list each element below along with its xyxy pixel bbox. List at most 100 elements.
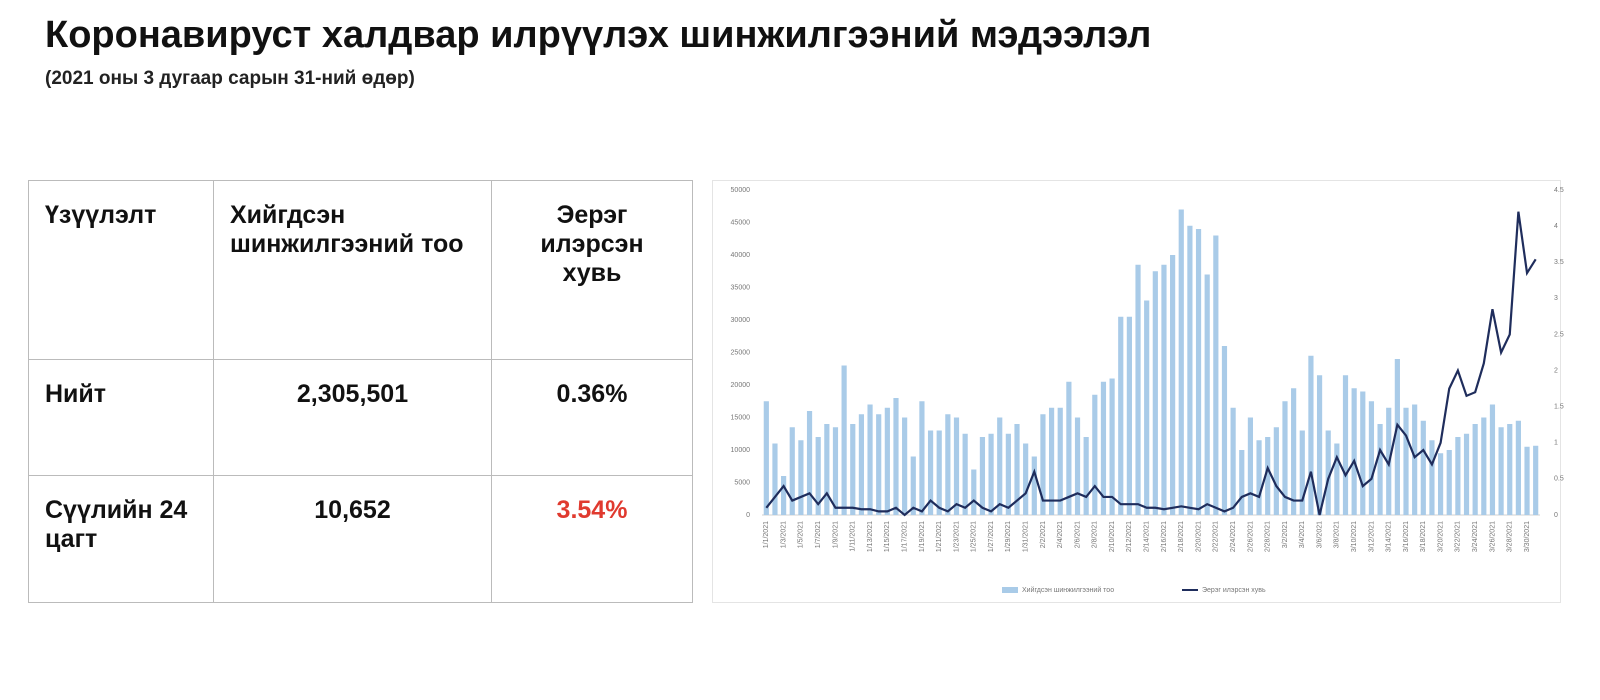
bar: [832, 427, 839, 515]
row-label: Сүүлийн 24 цагт: [28, 475, 214, 603]
x-tick-label: 3/12/2021: [1368, 521, 1375, 552]
bar: [936, 430, 942, 515]
x-tick-label: 1/11/2021: [850, 521, 857, 552]
legend-swatch: [1002, 587, 1018, 593]
x-tick-label: 1/23/2021: [953, 521, 960, 552]
bar: [841, 365, 847, 515]
bar: [1100, 381, 1107, 515]
x-tick-label: 1/1/2021: [763, 521, 770, 548]
bar: [1092, 394, 1098, 515]
bar: [1498, 427, 1504, 515]
y2-tick-label: 0: [1554, 512, 1558, 519]
x-tick-label: 1/15/2021: [884, 521, 891, 552]
bar: [988, 433, 994, 515]
bar: [1074, 417, 1081, 515]
y2-tick-label: 1: [1554, 440, 1558, 447]
bar: [1368, 401, 1375, 515]
bar: [1178, 209, 1184, 515]
y2-tick-label: 3: [1554, 295, 1558, 302]
y2-tick-label: 4: [1554, 223, 1558, 230]
bar: [953, 417, 960, 515]
bar: [1429, 440, 1435, 515]
bar: [781, 476, 787, 515]
bar: [1066, 381, 1072, 515]
x-tick-label: 1/13/2021: [867, 521, 874, 552]
y-tick-label: 15000: [731, 414, 751, 421]
x-tick-label: 1/31/2021: [1022, 521, 1029, 552]
x-tick-label: 2/14/2021: [1144, 521, 1151, 552]
x-tick-label: 3/6/2021: [1316, 521, 1323, 548]
bar: [1031, 456, 1037, 515]
bar: [1256, 440, 1262, 515]
bar: [1152, 271, 1158, 515]
y-tick-label: 40000: [731, 252, 751, 259]
cell: 10,652: [213, 475, 492, 603]
x-tick-label: 2/10/2021: [1109, 521, 1116, 552]
bar: [945, 414, 951, 515]
x-tick-label: 3/2/2021: [1282, 521, 1289, 548]
y2-tick-label: 0.5: [1554, 476, 1564, 483]
y-tick-label: 0: [746, 512, 750, 519]
bar: [1057, 407, 1063, 515]
bar: [919, 401, 925, 515]
header-cell: Хийгдсэн шинжилгээний тоо: [213, 180, 492, 360]
y-tick-label: 10000: [731, 447, 751, 454]
x-tick-label: 2/24/2021: [1230, 521, 1237, 552]
x-tick-label: 2/12/2021: [1126, 521, 1133, 552]
bar: [902, 417, 908, 515]
x-tick-label: 3/24/2021: [1472, 521, 1479, 552]
y2-tick-label: 1.5: [1554, 404, 1564, 411]
x-tick-label: 3/4/2021: [1299, 521, 1306, 548]
x-tick-label: 3/18/2021: [1420, 521, 1427, 552]
x-tick-label: 1/29/2021: [1005, 521, 1012, 552]
x-tick-label: 2/20/2021: [1195, 521, 1202, 552]
bar: [1515, 420, 1521, 515]
x-tick-label: 3/20/2021: [1437, 521, 1444, 552]
bar: [1291, 388, 1297, 515]
legend-label: Эерэг илэрсэн хувь: [1202, 587, 1266, 594]
bar: [893, 398, 899, 515]
bar: [858, 414, 865, 515]
bar: [806, 411, 813, 515]
bar: [824, 424, 830, 515]
bar: [1187, 225, 1193, 515]
y-tick-label: 45000: [731, 219, 751, 226]
x-tick-label: 3/26/2021: [1489, 521, 1496, 552]
bar: [789, 427, 795, 515]
header-cell: Эерэг илэрсэн хувь: [491, 180, 693, 360]
bar: [962, 433, 968, 515]
bar: [1109, 378, 1115, 515]
bar: [1083, 437, 1089, 515]
x-tick-label: 3/30/2021: [1524, 521, 1531, 552]
x-tick-label: 2/28/2021: [1265, 521, 1272, 552]
title: Коронавируст халдвар илрүүлэх шинжилгээн…: [45, 14, 1152, 56]
legend-label: Хийгдсэн шинжилгээний тоо: [1022, 586, 1114, 594]
bar: [1524, 446, 1530, 515]
x-tick-label: 1/25/2021: [971, 521, 978, 552]
x-tick-label: 2/8/2021: [1092, 521, 1099, 548]
bar: [1308, 355, 1314, 515]
x-tick-label: 2/26/2021: [1247, 521, 1254, 552]
x-tick-label: 1/9/2021: [832, 521, 839, 548]
x-tick-label: 1/3/2021: [780, 521, 787, 548]
x-tick-label: 3/14/2021: [1386, 521, 1393, 552]
bar: [1316, 375, 1323, 515]
bar: [1463, 433, 1470, 515]
x-tick-label: 1/19/2021: [919, 521, 926, 552]
bar: [876, 414, 882, 515]
y2-tick-label: 4.5: [1554, 187, 1564, 194]
y-tick-label: 5000: [734, 479, 750, 486]
bar: [1273, 427, 1279, 515]
bar: [1221, 346, 1228, 515]
x-tick-label: 1/7/2021: [815, 521, 822, 548]
stats-table: Үзүүлэлт Хийгдсэн шинжилгээний тоо Эерэг…: [28, 180, 693, 603]
cell: 2,305,501: [213, 359, 492, 476]
bar: [1481, 417, 1487, 515]
y-tick-label: 35000: [731, 284, 751, 291]
x-tick-label: 2/16/2021: [1161, 521, 1168, 552]
x-tick-label: 1/21/2021: [936, 521, 943, 552]
y2-tick-label: 3.5: [1554, 259, 1564, 266]
bar: [1403, 407, 1409, 515]
bar: [1023, 443, 1029, 515]
bar: [1351, 388, 1357, 515]
